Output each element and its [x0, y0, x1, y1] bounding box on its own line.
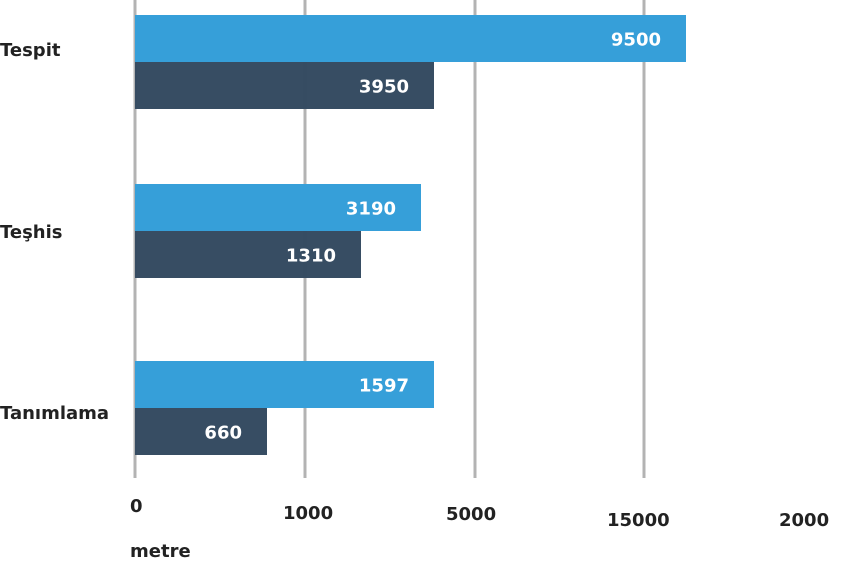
bars: [135, 15, 686, 455]
data-label: 660: [204, 423, 242, 444]
x-tick-label: 15000: [607, 510, 670, 531]
category-label: Tanımlama: [0, 403, 109, 424]
x-axis-tick-labels: 0 1000 5000 15000 2000: [130, 496, 829, 531]
bar: [135, 184, 421, 231]
x-axis-title: metre: [130, 541, 191, 562]
x-tick-label: 1000: [283, 503, 333, 524]
data-labels: 9500 3950 3190 1310 1597 660: [204, 30, 661, 444]
bar: [135, 408, 267, 455]
bar: [135, 361, 434, 408]
bar: [135, 231, 361, 278]
data-label: 3950: [359, 77, 409, 98]
data-label: 1310: [286, 246, 336, 267]
category-label: Teşhis: [0, 222, 63, 243]
data-label: 1597: [359, 376, 409, 397]
category-label: Tespit: [0, 40, 61, 61]
data-label: 9500: [611, 30, 661, 51]
bar: [135, 15, 686, 62]
x-tick-label: 0: [130, 496, 143, 517]
x-tick-label: 2000: [779, 510, 829, 531]
category-labels: Tespit Teşhis Tanımlama: [0, 40, 109, 424]
data-label: 3190: [346, 199, 396, 220]
bar: [135, 62, 434, 109]
x-tick-label: 5000: [446, 504, 496, 525]
